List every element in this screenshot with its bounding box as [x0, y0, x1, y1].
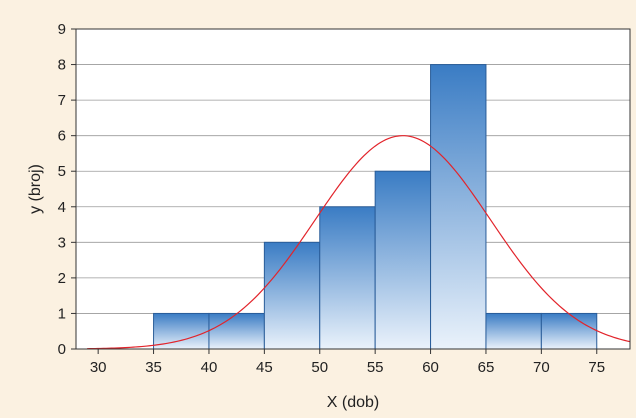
y-tick-label: 3	[58, 234, 66, 251]
histogram-bar	[485, 312, 542, 350]
plot-frame	[75, 28, 631, 350]
histogram-bar	[208, 312, 265, 350]
x-tick-label: 65	[478, 359, 495, 376]
y-tick-label: 4	[58, 199, 66, 216]
histogram-bar	[430, 64, 487, 350]
x-axis-ticks: 30 35 40 45 50 55 60 65 70 75	[90, 349, 605, 376]
x-tick-label: 60	[422, 359, 439, 376]
histogram-bar	[153, 312, 210, 350]
x-tick-label: 50	[311, 359, 328, 376]
x-tick-label: 35	[145, 359, 162, 376]
x-tick-label: 30	[90, 359, 107, 376]
x-axis-label: X (dob)	[327, 394, 379, 411]
histogram-bar	[540, 312, 598, 350]
x-tick-label: 45	[256, 359, 273, 376]
x-tick-label: 75	[588, 359, 605, 376]
x-tick-label: 70	[533, 359, 550, 376]
bars	[153, 64, 598, 350]
y-tick-label: 7	[58, 92, 66, 109]
y-tick-label: 5	[58, 163, 66, 180]
y-tick-label: 8	[58, 57, 66, 74]
y-axis-ticks: 0 1 2 3 4 5 6 7 8 9	[58, 21, 76, 358]
histogram-bar	[374, 170, 432, 350]
y-axis-label: y (broj)	[27, 164, 44, 214]
normal-curve	[87, 135, 631, 350]
x-tick-label: 40	[201, 359, 218, 376]
histogram-bar	[263, 241, 321, 350]
y-tick-label: 9	[58, 21, 66, 38]
y-tick-label: 2	[58, 270, 66, 287]
histogram-bar	[319, 206, 376, 350]
y-tick-label: 0	[58, 341, 66, 358]
y-tick-label: 1	[58, 305, 66, 322]
y-tick-label: 6	[58, 128, 66, 145]
x-tick-label: 55	[367, 359, 384, 376]
